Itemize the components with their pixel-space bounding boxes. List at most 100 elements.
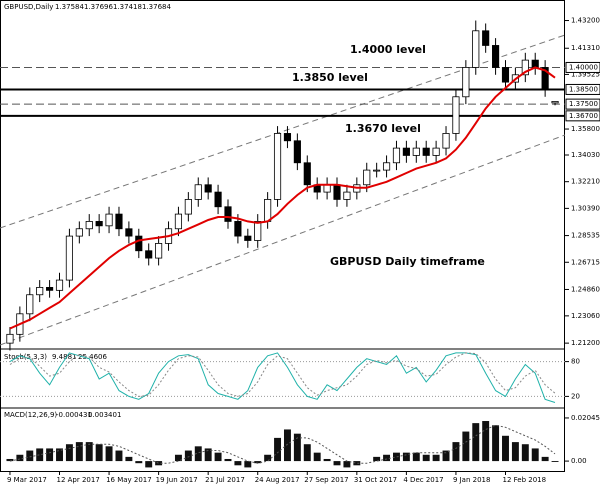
y-tick-label: 1.30390	[571, 204, 600, 212]
frame	[0, 0, 565, 472]
x-tick-label: 16 May 2017	[106, 476, 152, 484]
level-box	[565, 61, 600, 73]
x-tick-label: 24 Aug 2017	[255, 476, 300, 484]
moving-average	[9, 66, 556, 330]
candle-body	[373, 169, 381, 172]
macd-bar	[422, 454, 430, 462]
macd-bar	[502, 435, 509, 462]
candle-body	[174, 213, 183, 230]
macd-bar	[541, 456, 549, 462]
candle-body	[55, 279, 64, 291]
macd-bar	[283, 429, 291, 462]
candle-body	[115, 213, 123, 230]
candle-body	[204, 184, 212, 193]
candle-body	[6, 333, 14, 344]
candle-body	[392, 147, 401, 164]
annotation: 1.3670 level	[345, 122, 421, 135]
candle-body	[412, 147, 420, 156]
macd-bar	[174, 454, 182, 462]
y-tick-label: 1.21200	[571, 339, 600, 347]
macd-bar	[214, 452, 222, 462]
candle-body	[323, 184, 331, 193]
y-tick-label: 1.32210	[571, 178, 600, 186]
stoch-d-last: 25.4606	[78, 353, 107, 361]
macd-bar	[442, 450, 450, 462]
annotation: GBPUSD Daily timeframe	[330, 255, 485, 268]
macd-bar	[264, 454, 272, 462]
macd-bar	[492, 425, 500, 462]
candle-body	[85, 221, 93, 230]
candle-body	[155, 243, 163, 259]
macd-bar	[462, 431, 470, 462]
candle-body	[95, 221, 103, 227]
x-tick-label: 31 Oct 2017	[354, 476, 397, 484]
macd-bar	[402, 452, 410, 462]
candle-body	[432, 147, 440, 156]
candle-body	[343, 191, 351, 200]
y-tick-label: 0.00	[571, 457, 587, 465]
candle-body	[293, 140, 301, 164]
y-tick-label: 1.39525	[571, 70, 600, 78]
candle-body	[363, 169, 371, 186]
candle-body	[145, 250, 153, 259]
header-symbol: GBPUSD,Daily	[4, 3, 53, 11]
level-label: 1.38500	[569, 85, 598, 93]
candle-body	[105, 213, 113, 227]
macd-bar	[432, 454, 440, 462]
candle-body	[36, 287, 44, 296]
candle-body	[214, 191, 222, 208]
macd-bar	[482, 421, 490, 462]
macd-bar	[313, 452, 321, 462]
header-low: 1.37418	[113, 3, 142, 11]
macd-bar	[343, 461, 351, 468]
macd-bar	[373, 456, 381, 462]
header-open: 1.37584	[55, 3, 84, 11]
macd-bar	[393, 452, 400, 462]
candle-body	[234, 221, 242, 237]
candle-body	[551, 101, 559, 104]
stoch-k-last: 9.4881	[52, 353, 77, 361]
candle-body	[422, 147, 430, 156]
x-tick-label: 21 Jul 2017	[205, 476, 245, 484]
candle-body	[254, 221, 262, 241]
macd-signal	[9, 424, 556, 464]
macd-bar	[353, 461, 361, 466]
macd-bar	[333, 461, 341, 466]
candle-body	[303, 162, 311, 186]
macd-bar	[135, 461, 143, 464]
candle-body	[46, 287, 54, 291]
x-tick-label: 12 Apr 2017	[57, 476, 100, 484]
macd-bar	[511, 442, 519, 462]
annotation: 1.4000 level	[350, 43, 426, 56]
macd-bar	[16, 454, 24, 462]
macd-bar	[46, 448, 54, 462]
macd-bar	[95, 444, 103, 462]
y-tick-label: 0.020456	[571, 414, 600, 422]
candle-body	[501, 67, 510, 83]
macd-bar	[234, 461, 242, 466]
y-tick-label: 1.23060	[571, 312, 600, 320]
level-label: 1.37500	[569, 100, 598, 108]
candle-body	[472, 30, 480, 68]
candle-body	[75, 228, 83, 237]
stoch-d	[9, 352, 556, 397]
macd-bar	[184, 450, 192, 462]
level-box	[565, 83, 600, 95]
candle-body	[482, 30, 490, 46]
y-tick-label: 1.43200	[571, 17, 600, 25]
candle-body	[452, 96, 460, 134]
candle-body	[125, 228, 133, 237]
macd-bar	[115, 450, 123, 462]
candle-body	[531, 59, 539, 68]
y-tick-label: 1.28535	[571, 232, 600, 240]
macd-bar	[521, 444, 529, 462]
candle-body	[264, 199, 272, 222]
macd-bar	[204, 448, 212, 462]
macd-label: MACD(12,26,9)	[4, 411, 57, 419]
macd-bar	[383, 454, 391, 462]
macd-bar	[65, 444, 73, 462]
candle-body	[521, 59, 529, 76]
candle-body	[224, 206, 232, 222]
x-tick-label: 4 Dec 2017	[403, 476, 443, 484]
macd-bar	[155, 461, 163, 466]
